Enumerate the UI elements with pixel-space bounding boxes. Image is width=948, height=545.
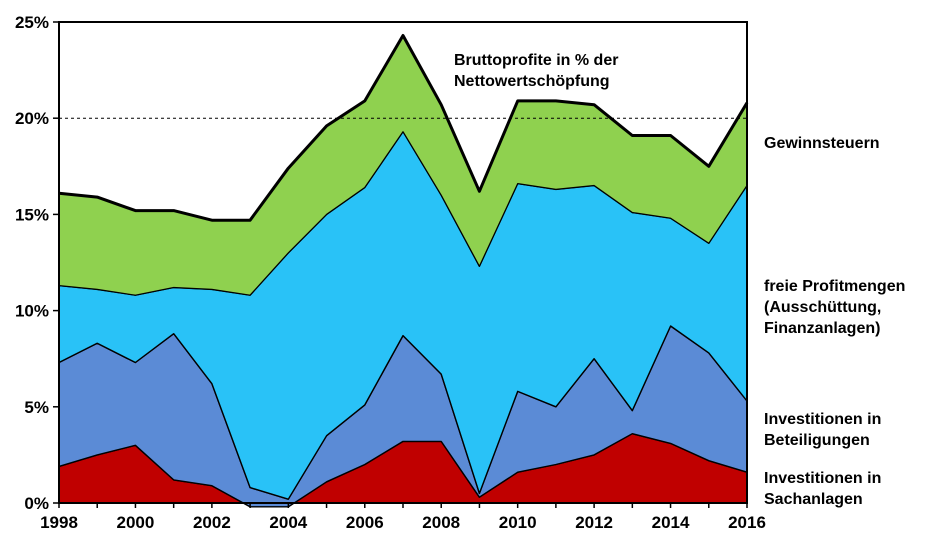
label-sachanlagen-1: Investitionen in: [764, 470, 881, 487]
series-areas: [58, 34, 749, 508]
x-tick-label: 2002: [193, 513, 231, 532]
label-sachanlagen-2: Sachanlagen: [764, 491, 863, 508]
x-tick-label: 2016: [728, 513, 766, 532]
y-tick-label: 5%: [24, 398, 49, 417]
chart-title-line-2: Nettowertschöpfung: [454, 73, 610, 90]
y-tick-label: 25%: [15, 13, 49, 32]
label-beteiligungen-2: Beteiligungen: [764, 432, 870, 449]
y-tick-label: 10%: [15, 302, 49, 321]
x-tick-label: 2014: [652, 513, 690, 532]
chart-title-line-1: Bruttoprofite in % der: [454, 52, 618, 69]
x-tick-label: 2004: [269, 513, 307, 532]
y-axis-ticks: 0% 5% 10% 15% 20% 25%: [15, 13, 59, 513]
x-tick-label: 2010: [499, 513, 537, 532]
x-tick-label: 2008: [422, 513, 460, 532]
label-beteiligungen-1: Investitionen in: [764, 411, 881, 428]
y-tick-label: 0%: [24, 494, 49, 513]
x-axis-ticks: 1998 2000 2002 2004 2006 2008 2010 2012 2014 2016: [40, 503, 766, 532]
y-tick-label: 15%: [15, 205, 49, 224]
series-labels: Gewinnsteuern freie Profitmengen (Aussch…: [764, 135, 905, 508]
chart-title: Bruttoprofite in % der Nettowertschöpfun…: [454, 52, 618, 90]
total-outline: [58, 34, 749, 222]
label-gewinnsteuern: Gewinnsteuern: [764, 135, 880, 152]
x-tick-label: 2006: [346, 513, 384, 532]
y-tick-label: 20%: [15, 109, 49, 128]
label-freie-profitmengen-1: freie Profitmengen: [764, 278, 905, 295]
label-freie-profitmengen-3: Finanzanlagen): [764, 320, 880, 337]
x-tick-label: 2000: [117, 513, 155, 532]
x-tick-label: 2012: [575, 513, 613, 532]
label-freie-profitmengen-2: (Ausschüttung,: [764, 299, 881, 316]
x-tick-label: 1998: [40, 513, 78, 532]
